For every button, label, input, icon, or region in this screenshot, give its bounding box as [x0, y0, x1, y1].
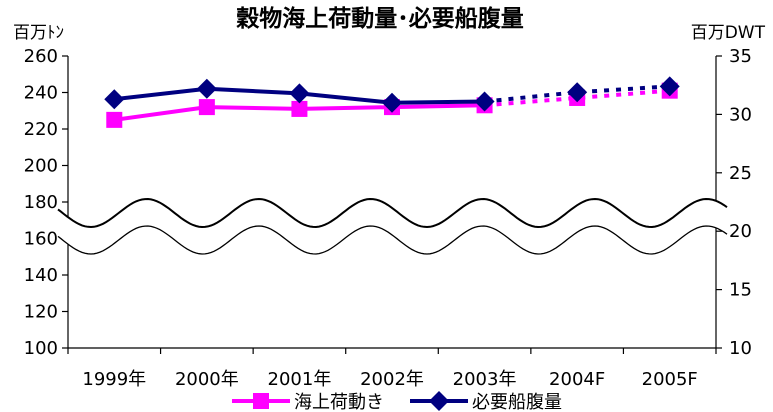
x-tick-label: 1999年	[82, 369, 146, 390]
axis-break	[57, 197, 728, 255]
left-axis-ticks: 100 120 140 160 180 200 220 240 260	[24, 46, 68, 359]
x-tick-label: 2001年	[268, 369, 332, 390]
data-point-diamond	[567, 82, 588, 103]
data-point-square	[198, 99, 215, 116]
left-tick-label: 100	[24, 338, 58, 359]
right-tick-label: 10	[729, 338, 752, 359]
data-point-square	[291, 100, 308, 117]
left-tick-label: 120	[24, 302, 58, 323]
data-point-diamond	[104, 89, 125, 110]
axis-break-line-lower	[57, 225, 728, 255]
axis-break-line-upper	[57, 197, 728, 229]
x-tick-label: 2003年	[453, 369, 517, 390]
legend-label: 必要船腹量	[472, 392, 562, 412]
x-tick-label: 2000年	[175, 369, 239, 390]
left-axis-unit: 百万ﾄﾝ	[13, 23, 64, 43]
legend: 海上荷動き 必要船腹量	[232, 391, 562, 412]
right-axis-ticks: 10 15 20 25 30 35	[716, 46, 752, 359]
right-tick-label: 15	[729, 280, 752, 301]
x-tick-label: 2004F	[549, 369, 605, 390]
left-tick-label: 140	[24, 265, 58, 286]
legend-label: 海上荷動き	[294, 392, 384, 412]
data-point-square	[106, 111, 123, 128]
legend-marker-diamond	[429, 391, 449, 411]
left-tick-label: 220	[24, 119, 58, 140]
left-tick-label: 260	[24, 46, 58, 67]
data-point-diamond	[659, 76, 680, 97]
data-point-diamond	[289, 83, 310, 104]
x-tick-label: 2005F	[642, 369, 698, 390]
x-tick-label: 2002年	[360, 369, 424, 390]
right-tick-label: 35	[729, 46, 752, 67]
data-point-diamond	[196, 78, 217, 99]
left-tick-label: 240	[24, 83, 58, 104]
chart-title: 穀物海上荷動量･必要船腹量	[236, 5, 524, 32]
right-tick-label: 20	[729, 221, 752, 242]
left-tick-label: 160	[24, 229, 58, 250]
series-layer	[104, 76, 680, 128]
left-tick-label: 180	[24, 192, 58, 213]
data-point-diamond	[382, 92, 402, 113]
right-axis-unit: 百万DWT	[691, 23, 766, 43]
right-tick-label: 30	[729, 104, 752, 125]
legend-marker-square	[253, 393, 269, 409]
left-tick-label: 200	[24, 156, 58, 177]
data-point-diamond	[474, 91, 495, 112]
axis-break-band	[58, 199, 728, 254]
x-axis-labels: 1999年 2000年 2001年 2002年 2003年 2004F 2005F	[82, 369, 697, 390]
right-tick-label: 25	[729, 163, 752, 184]
